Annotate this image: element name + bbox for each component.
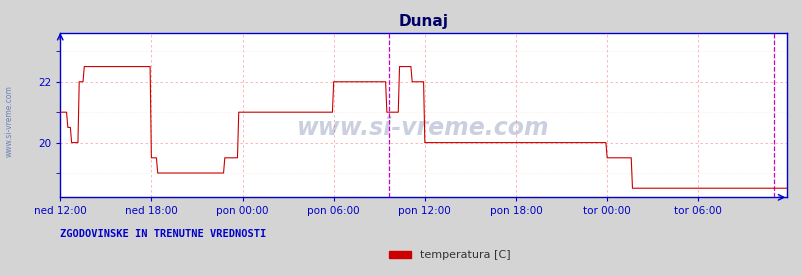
Legend: temperatura [C]: temperatura [C] bbox=[384, 246, 514, 265]
Text: www.si-vreme.com: www.si-vreme.com bbox=[297, 116, 549, 140]
Text: www.si-vreme.com: www.si-vreme.com bbox=[5, 86, 14, 157]
Text: ZGODOVINSKE IN TRENUTNE VREDNOSTI: ZGODOVINSKE IN TRENUTNE VREDNOSTI bbox=[60, 229, 266, 239]
Title: Dunaj: Dunaj bbox=[398, 14, 448, 29]
